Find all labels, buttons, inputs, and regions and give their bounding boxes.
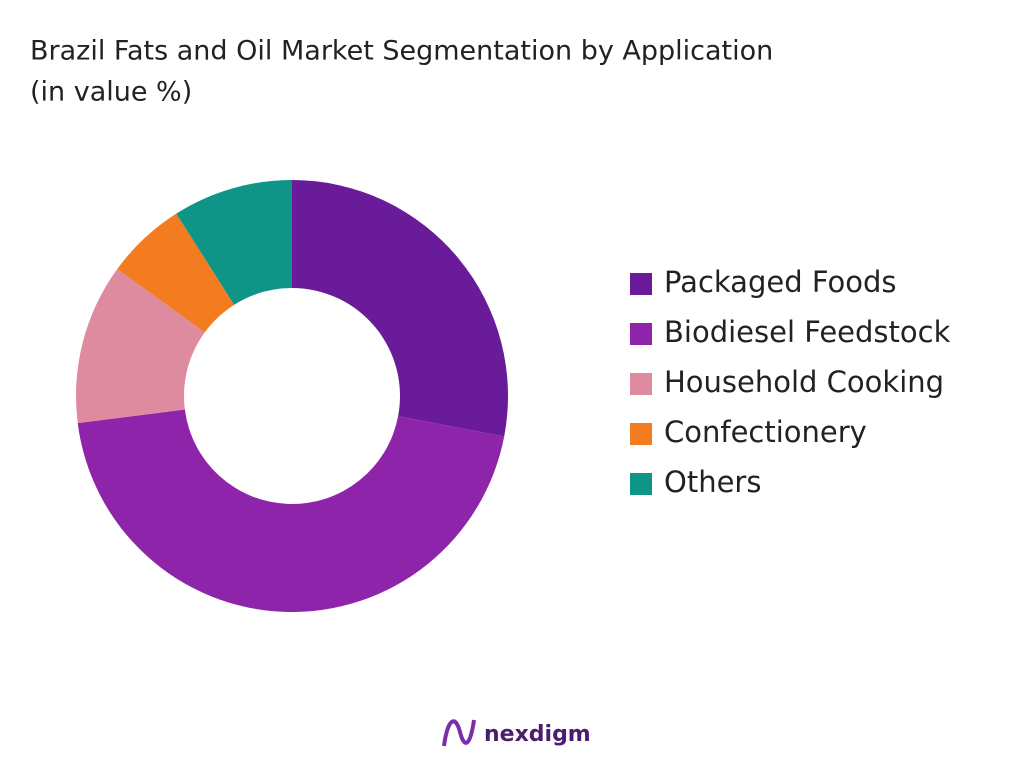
legend-swatch bbox=[630, 273, 652, 295]
legend-swatch bbox=[630, 323, 652, 345]
legend-label: Packaged Foods bbox=[664, 265, 896, 299]
donut-slice bbox=[76, 269, 205, 424]
legend-swatch bbox=[630, 473, 652, 495]
legend-swatch bbox=[630, 423, 652, 445]
chart-subtitle: (in value %) bbox=[30, 77, 192, 108]
legend-label: Others bbox=[664, 465, 761, 499]
logo-icon bbox=[442, 719, 476, 747]
legend-swatch bbox=[630, 373, 652, 395]
donut-slice bbox=[77, 409, 505, 612]
donut-slice bbox=[117, 213, 235, 333]
chart-title: Brazil Fats and Oil Market Segmentation … bbox=[30, 36, 773, 67]
donut-slice bbox=[292, 180, 509, 437]
donut-slice bbox=[176, 180, 292, 305]
legend-label: Confectionery bbox=[664, 415, 867, 449]
legend-label: Household Cooking bbox=[664, 365, 944, 399]
brand-name: nexdigm bbox=[484, 722, 591, 747]
legend-label: Biodiesel Feedstock bbox=[664, 315, 951, 349]
brand-logo: nexdigm bbox=[442, 719, 591, 747]
